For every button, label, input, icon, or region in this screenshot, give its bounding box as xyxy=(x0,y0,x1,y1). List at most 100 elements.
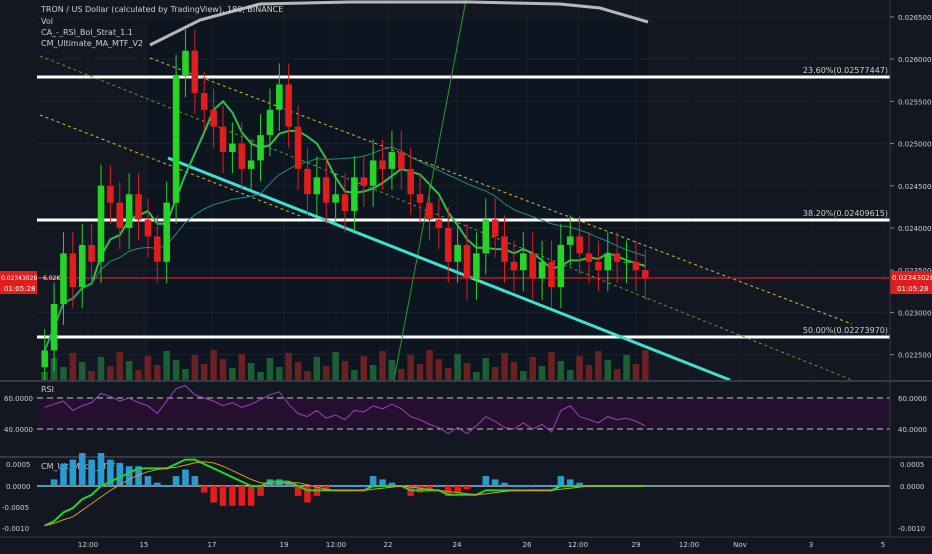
candle-body[interactable] xyxy=(154,236,161,262)
candle-body[interactable] xyxy=(360,177,368,186)
candle-body[interactable] xyxy=(463,244,471,279)
channel-lower-line[interactable] xyxy=(39,114,301,217)
support-trendline[interactable] xyxy=(167,156,731,382)
candle-body[interactable] xyxy=(520,253,527,271)
candle-body[interactable] xyxy=(304,168,311,195)
macd-left-tick-3: -0.0010 xyxy=(2,525,29,533)
candle-body[interactable] xyxy=(125,194,133,228)
candle-body[interactable] xyxy=(566,236,574,245)
candle-body[interactable] xyxy=(182,50,189,76)
candle-body[interactable] xyxy=(88,244,95,262)
candle-body[interactable] xyxy=(613,253,621,262)
price-axis[interactable]: 0.02650000 0.02600000 0.02550000 0.02500000… xyxy=(890,14,932,360)
candle-body[interactable] xyxy=(266,109,274,136)
volume-bar xyxy=(163,351,170,380)
time-tick-label: 17 xyxy=(208,541,217,549)
volume-bar xyxy=(379,351,386,380)
rsi-title[interactable]: RSI xyxy=(41,385,54,394)
candle-body[interactable] xyxy=(416,194,424,203)
time-tick-label: 12:00 xyxy=(78,541,98,549)
candle-body[interactable] xyxy=(341,194,349,212)
candle-body[interactable] xyxy=(482,219,490,254)
candle-body[interactable] xyxy=(454,244,461,262)
candle-body[interactable] xyxy=(313,177,321,195)
volume-bar xyxy=(454,354,461,380)
candle-body[interactable] xyxy=(116,202,124,228)
candle-body[interactable] xyxy=(426,202,433,220)
candle-body[interactable] xyxy=(172,76,180,203)
candle-body[interactable] xyxy=(60,253,67,304)
candle-body[interactable] xyxy=(501,236,508,262)
candle-body[interactable] xyxy=(595,261,602,271)
candle-body[interactable] xyxy=(294,126,302,169)
volume-bar xyxy=(276,367,283,380)
candle-body[interactable] xyxy=(351,177,358,212)
volume-bar xyxy=(219,359,227,380)
candle-body[interactable] xyxy=(200,92,208,110)
candle-body[interactable] xyxy=(97,185,105,262)
macd-histogram-bar xyxy=(341,486,349,487)
candle-body[interactable] xyxy=(538,261,546,279)
candle-body[interactable] xyxy=(41,350,48,368)
macd-title[interactable]: CM_Ult_MacD_MTF xyxy=(41,462,116,471)
candle-body[interactable] xyxy=(632,261,640,271)
channel-upper-line[interactable] xyxy=(149,57,853,325)
candle-body[interactable] xyxy=(322,177,330,203)
candle-body[interactable] xyxy=(247,160,255,169)
chart-title[interactable]: TRON / US Dollar (calculated by TradingV… xyxy=(40,5,283,14)
volume-layer xyxy=(41,350,649,380)
candle-body[interactable] xyxy=(163,202,170,262)
macd-left-tick-2: -0.0005 xyxy=(2,504,29,512)
candle-body[interactable] xyxy=(69,253,77,288)
candle-body[interactable] xyxy=(444,228,452,262)
candle-body[interactable] xyxy=(135,194,142,220)
macd-histogram-bar xyxy=(538,486,546,487)
candle-body[interactable] xyxy=(510,261,518,271)
indicator-ma-mtf[interactable]: CM_Ultimate_MA_MTF_V2 xyxy=(41,39,143,48)
candle-body[interactable] xyxy=(78,244,86,288)
candle-body[interactable] xyxy=(238,143,246,169)
candle-body[interactable] xyxy=(473,253,480,279)
candle-body[interactable] xyxy=(285,84,292,127)
macd-histogram-bar xyxy=(285,482,292,486)
candle-body[interactable] xyxy=(50,304,58,351)
candle-body[interactable] xyxy=(210,109,217,127)
candle-body[interactable] xyxy=(435,219,443,228)
candle-body[interactable] xyxy=(276,84,283,110)
candle-body[interactable] xyxy=(332,194,339,203)
candle-body[interactable] xyxy=(623,261,630,263)
candle-body[interactable] xyxy=(369,160,377,186)
macd-histogram-bar xyxy=(388,482,396,486)
candle-body[interactable] xyxy=(548,261,555,288)
candle-body[interactable] xyxy=(585,253,593,262)
macd-histogram-bar xyxy=(116,462,124,486)
candle-body[interactable] xyxy=(219,126,227,152)
candle-body[interactable] xyxy=(191,50,199,93)
candle-body[interactable] xyxy=(576,236,583,254)
vertical-trend-line[interactable] xyxy=(393,0,467,381)
candle-body[interactable] xyxy=(407,168,414,195)
price-tick-label: 0.02650000 xyxy=(898,14,932,22)
macd-pane[interactable] xyxy=(37,458,890,536)
candle-body[interactable] xyxy=(229,143,236,152)
candle-body[interactable] xyxy=(388,152,396,169)
time-tick-label: 15 xyxy=(140,541,149,549)
rsi-right-tick-40: 40.0000 xyxy=(898,426,927,434)
candle-body[interactable] xyxy=(379,160,386,169)
indicator-vol[interactable]: Vol xyxy=(41,17,53,26)
time-tick-label: 24 xyxy=(453,541,462,549)
volume-bar xyxy=(538,366,546,380)
candle-body[interactable] xyxy=(529,253,536,279)
time-axis[interactable]: 12:00 15 17 19 12:00 22 24 26 12:00 29 12:00 Nov 3 5 xyxy=(78,541,885,549)
candle-body[interactable] xyxy=(257,135,264,161)
candle-body[interactable] xyxy=(557,244,565,288)
candle-body[interactable] xyxy=(642,270,649,279)
candle-body[interactable] xyxy=(398,152,405,169)
indicator-rsi-bol[interactable]: CA_-_RSI_Bol_Strat_1.1 xyxy=(41,28,133,37)
candle-body[interactable] xyxy=(491,219,499,237)
candle-body[interactable] xyxy=(144,219,152,237)
candle-body[interactable] xyxy=(604,253,612,271)
candle-body[interactable] xyxy=(107,185,114,203)
